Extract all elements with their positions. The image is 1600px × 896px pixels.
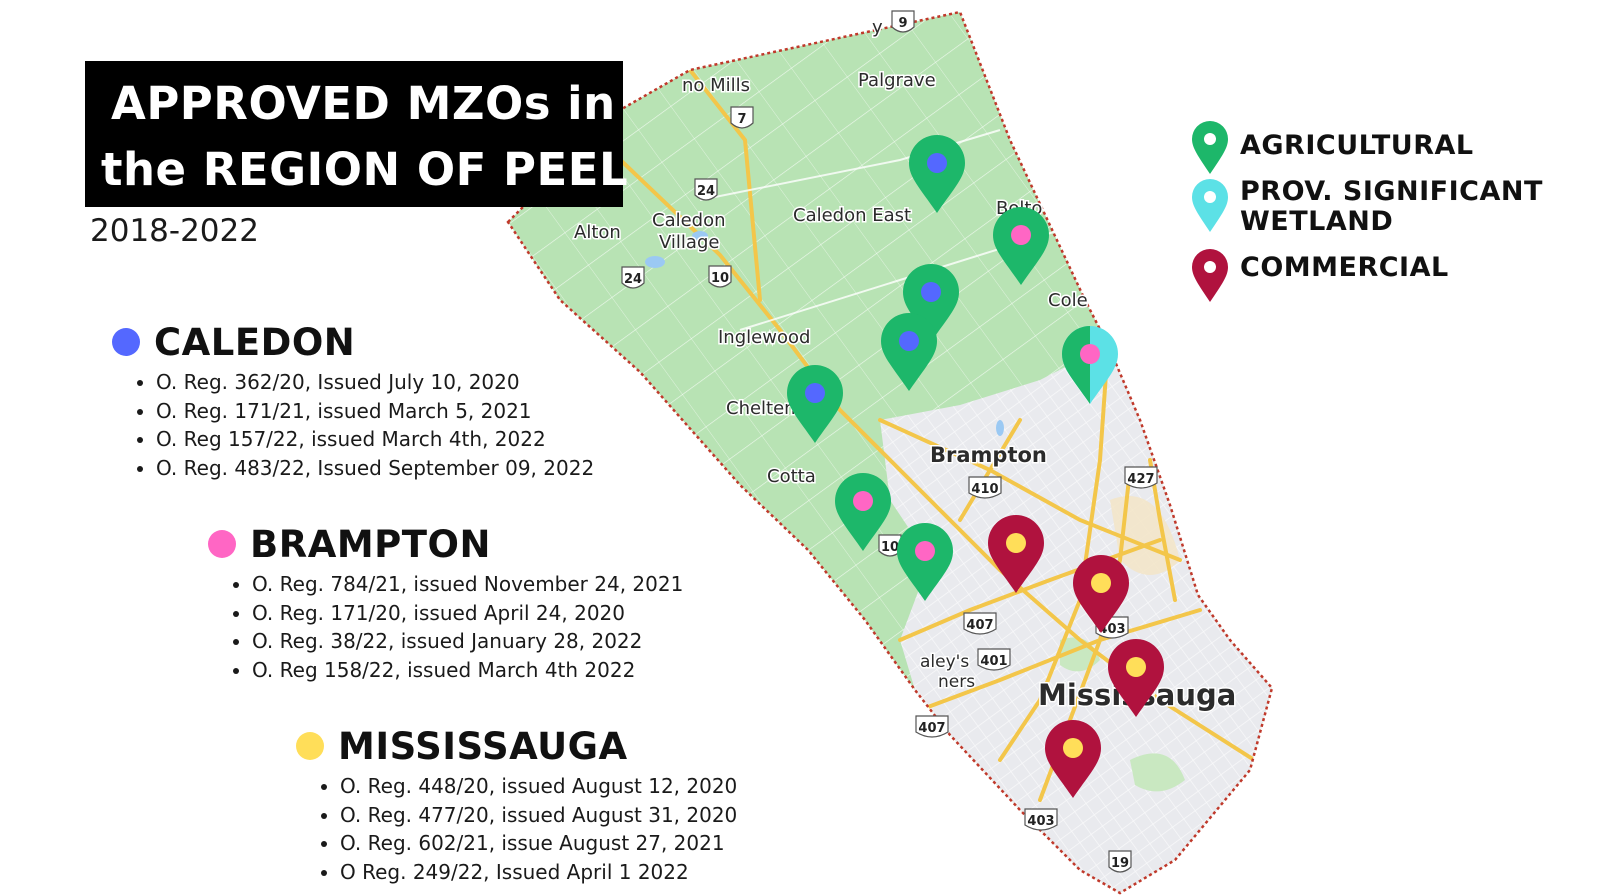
highway-shield: 407 xyxy=(915,715,949,738)
label-caledon-village-line2: Village xyxy=(659,232,719,253)
label-caledon-village-line1: Caledon xyxy=(652,210,726,231)
caledon-section: CALEDON O. Reg. 362/20, Issued July 10, … xyxy=(112,318,594,482)
mzo-map-pin-icon xyxy=(881,313,937,391)
caledon-regulation-list: O. Reg. 362/20, Issued July 10, 2020 O. … xyxy=(112,368,594,482)
list-item: O. Reg 158/22, issued March 4th 2022 xyxy=(252,656,683,685)
svg-text:10: 10 xyxy=(881,540,899,555)
highway-shield: 24 xyxy=(694,178,718,201)
mississauga-dot-icon xyxy=(296,732,324,760)
title-line-1: APPROVED MZOs in xyxy=(111,77,616,130)
label-caledon-east: Caledon East xyxy=(793,205,911,226)
highway-shield: 10 xyxy=(708,265,732,288)
list-item: O. Reg. 171/20, issued April 24, 2020 xyxy=(252,599,683,628)
brampton-dot-icon xyxy=(208,530,236,558)
highway-shield: 10 xyxy=(878,534,902,557)
agricultural-map-pin-icon xyxy=(1192,121,1228,174)
highway-shield: 403 xyxy=(1024,808,1058,831)
mississauga-heading: MISSISSAUGA xyxy=(338,724,628,768)
wetland-map-pin-icon xyxy=(1192,179,1228,232)
label-meadowvale-line1: aley's xyxy=(920,652,969,672)
highway-shield: 410 xyxy=(968,476,1002,499)
mississauga-section: MISSISSAUGA O. Reg. 448/20, issued Augus… xyxy=(296,722,737,886)
mzo-map-pin-icon xyxy=(909,135,965,213)
title-box: APPROVED MZOs in the REGION OF PEEL xyxy=(85,61,629,207)
mzo-map-pin-icon xyxy=(1108,639,1164,717)
svg-text:401: 401 xyxy=(980,654,1007,669)
legend-label-wetland-line1: PROV. SIGNIFICANT xyxy=(1240,176,1543,207)
svg-text:407: 407 xyxy=(966,618,993,633)
mzo-map-pin-icon xyxy=(1062,326,1118,404)
mzo-map-pin-icon xyxy=(1073,555,1129,633)
mzo-map-pin-icon xyxy=(897,523,953,601)
highway-shield: 24 xyxy=(621,266,645,289)
list-item: O. Reg. 448/20, issued August 12, 2020 xyxy=(340,772,737,801)
label-terra-cotta: Cotta xyxy=(767,466,816,487)
list-item: O. Reg. 602/21, issue August 27, 2021 xyxy=(340,829,737,858)
caledon-dot-icon xyxy=(112,328,140,356)
list-item: O. Reg 157/22, issued March 4th, 2022 xyxy=(156,425,594,454)
title-line-2: the REGION OF PEEL xyxy=(101,143,629,196)
mzo-map-pin-icon xyxy=(787,365,843,443)
svg-text:7: 7 xyxy=(737,112,746,127)
date-range: 2018-2022 xyxy=(90,213,259,249)
mzo-map-pin-icon xyxy=(993,207,1049,285)
svg-text:410: 410 xyxy=(971,482,998,497)
label-palgrave: Palgrave xyxy=(858,70,936,91)
legend-label-agricultural: AGRICULTURAL xyxy=(1240,130,1474,161)
svg-text:407: 407 xyxy=(918,721,945,736)
highway-shield: 7 xyxy=(730,106,754,129)
svg-text:9: 9 xyxy=(898,16,907,31)
legend-label-commercial: COMMERCIAL xyxy=(1240,252,1449,283)
highway-shield: 427 xyxy=(1124,466,1158,489)
list-item: O. Reg. 477/20, issued August 31, 2020 xyxy=(340,801,737,830)
svg-text:427: 427 xyxy=(1127,472,1154,487)
label-meadowvale-line2: ners xyxy=(938,672,975,692)
list-item: O. Reg. 483/22, Issued September 09, 202… xyxy=(156,454,594,483)
mzo-map-pin-icon xyxy=(903,264,959,342)
list-item: O. Reg. 171/21, issued March 5, 2021 xyxy=(156,397,594,426)
highway-shield: 407 xyxy=(963,612,997,635)
commercial-map-pin-icon xyxy=(1192,249,1228,302)
mzo-map-pin-icon xyxy=(988,515,1044,593)
label-mono-mills: no Mills xyxy=(682,75,750,96)
svg-text:24: 24 xyxy=(624,272,642,287)
mississauga-regulation-list: O. Reg. 448/20, issued August 12, 2020 O… xyxy=(296,772,737,886)
mzo-markers xyxy=(787,135,1164,798)
mzo-map-pin-icon xyxy=(1045,720,1101,798)
svg-text:19: 19 xyxy=(1111,856,1129,871)
brampton-heading: BRAMPTON xyxy=(250,522,491,566)
highway-shield: 401 xyxy=(977,648,1011,671)
label-coleraine: Cole xyxy=(1048,290,1088,311)
brampton-section: BRAMPTON O. Reg. 784/21, issued November… xyxy=(208,520,683,684)
svg-text:24: 24 xyxy=(697,184,715,199)
list-item: O. Reg. 38/22, issued January 28, 2022 xyxy=(252,627,683,656)
list-item: O Reg. 249/22, Issued April 1 2022 xyxy=(340,858,737,887)
legend-label-wetland-line2: WETLAND xyxy=(1240,206,1394,237)
label-brampton: Brampton xyxy=(930,443,1047,467)
brampton-regulation-list: O. Reg. 784/21, issued November 24, 2021… xyxy=(208,570,683,684)
label-highway-top: y xyxy=(872,17,883,38)
svg-text:10: 10 xyxy=(711,271,729,286)
list-item: O. Reg. 784/21, issued November 24, 2021 xyxy=(252,570,683,599)
label-alton: Alton xyxy=(574,222,621,243)
svg-text:403: 403 xyxy=(1027,814,1054,829)
list-item: O. Reg. 362/20, Issued July 10, 2020 xyxy=(156,368,594,397)
highway-shield: 19 xyxy=(1108,850,1132,873)
highway-shield: 9 xyxy=(891,10,915,33)
caledon-heading: CALEDON xyxy=(154,320,356,364)
mzo-map-pin-icon xyxy=(835,473,891,551)
label-inglewood: Inglewood xyxy=(718,327,810,348)
